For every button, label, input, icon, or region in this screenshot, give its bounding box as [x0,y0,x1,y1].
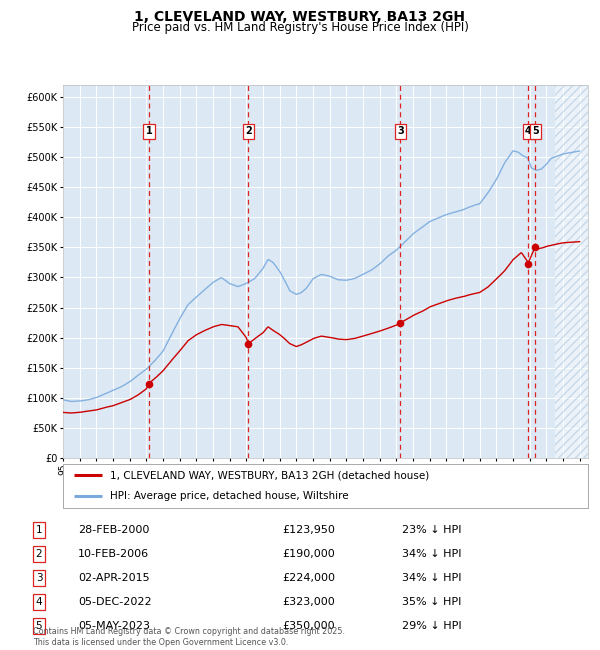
Text: 4: 4 [525,126,532,136]
Text: 02-APR-2015: 02-APR-2015 [78,573,149,583]
Text: 3: 3 [35,573,43,583]
Text: HPI: Average price, detached house, Wiltshire: HPI: Average price, detached house, Wilt… [110,491,349,501]
Text: 1, CLEVELAND WAY, WESTBURY, BA13 2GH (detached house): 1, CLEVELAND WAY, WESTBURY, BA13 2GH (de… [110,470,430,480]
Text: £323,000: £323,000 [282,597,335,607]
Text: 34% ↓ HPI: 34% ↓ HPI [402,573,461,583]
Text: 23% ↓ HPI: 23% ↓ HPI [402,525,461,535]
Text: 05-DEC-2022: 05-DEC-2022 [78,597,152,607]
Text: 05-MAY-2023: 05-MAY-2023 [78,621,150,631]
Text: 29% ↓ HPI: 29% ↓ HPI [402,621,461,631]
Text: Price paid vs. HM Land Registry's House Price Index (HPI): Price paid vs. HM Land Registry's House … [131,21,469,34]
Text: 35% ↓ HPI: 35% ↓ HPI [402,597,461,607]
Text: 10-FEB-2006: 10-FEB-2006 [78,549,149,559]
Text: 2: 2 [245,126,252,136]
Text: 2: 2 [35,549,43,559]
Text: 28-FEB-2000: 28-FEB-2000 [78,525,149,535]
Text: 1, CLEVELAND WAY, WESTBURY, BA13 2GH: 1, CLEVELAND WAY, WESTBURY, BA13 2GH [134,10,466,24]
Bar [554,84,588,458]
Text: Contains HM Land Registry data © Crown copyright and database right 2025.
This d: Contains HM Land Registry data © Crown c… [33,627,345,647]
Text: £350,000: £350,000 [282,621,335,631]
Text: £224,000: £224,000 [282,573,335,583]
Text: 1: 1 [145,126,152,136]
Text: 1: 1 [35,525,43,535]
Text: 5: 5 [532,126,539,136]
Text: 3: 3 [397,126,404,136]
Text: 5: 5 [35,621,43,631]
Text: £190,000: £190,000 [282,549,335,559]
Text: 4: 4 [35,597,43,607]
Text: £123,950: £123,950 [282,525,335,535]
Text: 34% ↓ HPI: 34% ↓ HPI [402,549,461,559]
